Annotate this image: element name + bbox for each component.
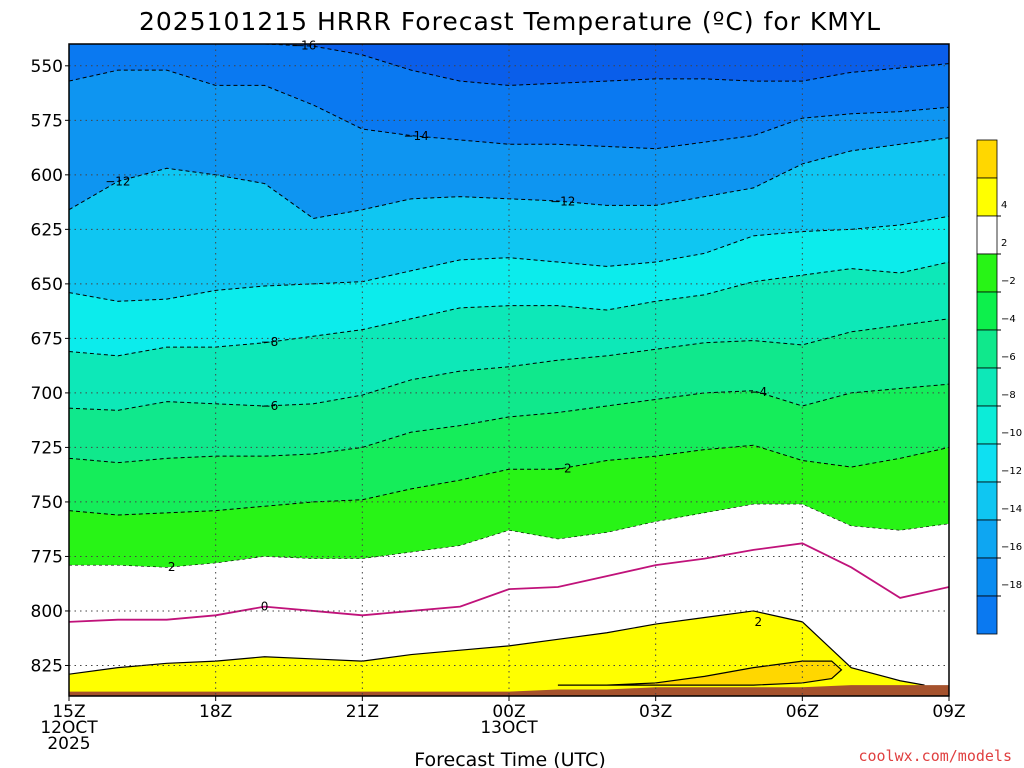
colorbar-swatch — [976, 367, 998, 407]
colorbar-swatch — [976, 291, 998, 331]
colorbar: 4 2 −2 −4 −6 −8 −10 −12 −14 −16 −18 — [976, 139, 1022, 635]
x-tick-label: 09Z — [932, 702, 965, 722]
colorbar-swatch — [976, 519, 998, 559]
colorbar-label: −2 — [1001, 276, 1016, 287]
y-tick-label: 775 — [31, 547, 63, 567]
x-tick-label: 15Z — [52, 702, 85, 722]
colorbar-label: −16 — [1001, 542, 1022, 553]
y-tick-label: 675 — [31, 329, 63, 349]
colorbar-swatch — [976, 481, 998, 521]
contour-label: −12 — [105, 174, 130, 188]
x-tick-label: 13OCT — [480, 718, 538, 738]
colorbar-swatch — [976, 557, 998, 597]
isotherm-line — [69, 444, 949, 516]
grid — [68, 44, 950, 696]
colorbar-label: −18 — [1001, 580, 1022, 591]
colorbar-label: −12 — [1001, 466, 1022, 477]
band-warm-4 — [557, 660, 843, 686]
x-tick-label: 00Z — [492, 702, 525, 722]
y-tick-label: 550 — [31, 57, 63, 77]
isotherm-line — [69, 503, 949, 568]
colorbar-swatch — [976, 215, 998, 255]
colorbar-label: 2 — [1001, 238, 1007, 249]
x-tick-label: 18Z — [199, 702, 232, 722]
x-axis-label: Forecast Time (UTC) — [414, 749, 605, 768]
axes: 55057560062565067570072575077580082515Z1… — [31, 57, 966, 754]
y-tick-label: 600 — [31, 166, 63, 186]
colorbar-label: −4 — [1001, 314, 1016, 325]
contour-label: −8 — [261, 335, 279, 349]
credit-link[interactable]: coolwx.com/models — [858, 747, 1012, 765]
contour-labels: −16 −14 −12 −12 −8 −6 −4 −2 2 0 2 — [105, 39, 767, 629]
contour-label: −4 — [749, 385, 767, 399]
y-tick-label: 725 — [31, 438, 63, 458]
colorbar-label: −10 — [1001, 428, 1022, 439]
colorbar-label: −14 — [1001, 504, 1022, 515]
y-tick-label: 750 — [31, 493, 63, 513]
colorbar-label: 4 — [1001, 200, 1007, 211]
isotherm-line — [69, 318, 949, 411]
x-tick-label: 06Z — [786, 702, 819, 722]
colorbar-swatch — [976, 139, 998, 179]
isotherm-line — [69, 383, 949, 464]
y-tick-label: 800 — [31, 602, 63, 622]
colorbar-swatch — [976, 405, 998, 445]
x-tick-label: 2025 — [47, 734, 90, 754]
isotherm-line — [166, 44, 949, 86]
colorbar-swatch — [976, 595, 998, 635]
isotherm-line — [69, 69, 949, 150]
colorbar-label: −8 — [1001, 390, 1016, 401]
y-tick-label: 575 — [31, 111, 63, 131]
ground — [69, 685, 949, 696]
colorbar-swatch — [976, 253, 998, 293]
contour-label: 2 — [755, 615, 763, 629]
y-tick-label: 650 — [31, 275, 63, 295]
x-tick-label: 03Z — [639, 702, 672, 722]
colorbar-swatch — [976, 329, 998, 369]
y-tick-label: 625 — [31, 220, 63, 240]
y-tick-label: 825 — [31, 656, 63, 676]
x-tick-label: 21Z — [346, 702, 379, 722]
contour-label: 2 — [168, 560, 176, 574]
y-tick-label: 700 — [31, 384, 63, 404]
x-tick-label: 12OCT — [40, 718, 98, 738]
chart-title: 2025101215 HRRR Forecast Temperature (ºC… — [139, 7, 881, 36]
colorbar-swatch — [976, 443, 998, 483]
filled-bands — [69, 44, 949, 696]
contour-label: 0 — [261, 600, 269, 614]
contour-label: −14 — [403, 129, 428, 143]
contour-label: −12 — [550, 194, 575, 208]
contour-label: −2 — [554, 461, 572, 475]
colorbar-swatch — [976, 177, 998, 217]
contour-label: −16 — [291, 39, 316, 53]
contour-label: −6 — [261, 399, 279, 413]
colorbar-label: −6 — [1001, 352, 1016, 363]
plot-area — [68, 43, 950, 697]
